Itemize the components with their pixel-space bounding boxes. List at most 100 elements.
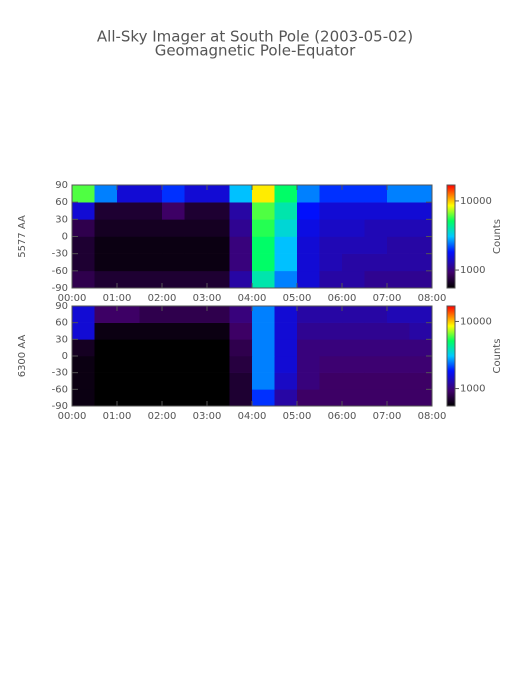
y-tick-label: -90	[52, 401, 68, 412]
heatmap-cell	[274, 253, 298, 272]
heatmap-cell	[72, 185, 95, 203]
heatmap-cell	[297, 236, 320, 254]
heatmap-cell	[364, 202, 388, 220]
heatmap-cell	[274, 270, 298, 289]
heatmap-cell	[184, 253, 208, 272]
heatmap-cell	[319, 236, 343, 254]
heatmap-cell	[387, 202, 410, 220]
heatmap-cell	[184, 306, 208, 323]
heatmap-cell	[409, 185, 433, 203]
heatmap-cell	[162, 322, 185, 340]
x-tick-label: 05:00	[283, 411, 312, 422]
heatmap-cell	[319, 356, 343, 373]
heatmap-cell	[207, 322, 230, 340]
heatmap-cell	[184, 339, 208, 357]
heatmap-cell	[297, 339, 320, 357]
heatmap-cell	[342, 236, 365, 254]
heatmap-cell	[94, 253, 118, 272]
heatmap-cell	[342, 219, 365, 237]
heatmap-cell	[117, 372, 140, 390]
heatmap-cell	[94, 306, 118, 323]
heatmap-cell	[72, 372, 95, 390]
heatmap-cell	[117, 322, 140, 340]
y-tick-label: 30	[55, 334, 68, 345]
y-axis-label: 5577 AA	[17, 215, 28, 258]
heatmap-cell	[387, 270, 410, 289]
heatmap-cell	[319, 372, 343, 390]
heatmap-cell	[252, 306, 275, 323]
heatmap-cell	[229, 202, 253, 220]
heatmap-cell	[364, 270, 388, 289]
x-tick-label: 05:00	[283, 293, 312, 304]
heatmap-cell	[342, 306, 365, 323]
heatmap-cell	[229, 236, 253, 254]
heatmap-cell	[409, 236, 433, 254]
colorbar-tick-label: 10000	[460, 196, 492, 207]
heatmap-cell	[117, 219, 140, 237]
heatmap-cell	[274, 322, 298, 340]
heatmap-cell	[409, 270, 433, 289]
heatmap-cell	[117, 339, 140, 357]
heatmap-cell	[72, 389, 95, 407]
x-tick-label: 01:00	[103, 411, 132, 422]
heatmap-cell	[364, 356, 388, 373]
colorbar-label: Counts	[492, 339, 503, 374]
y-tick-label: 90	[55, 301, 68, 312]
heatmap-cell	[162, 253, 185, 272]
heatmap-cell	[297, 322, 320, 340]
heatmap-cell	[342, 389, 365, 407]
heatmap-cell	[94, 185, 118, 203]
heatmap-cell	[252, 372, 275, 390]
heatmap-cell	[364, 306, 388, 323]
heatmap-cell	[162, 219, 185, 237]
heatmap-cell	[319, 185, 343, 203]
heatmap-cell	[207, 339, 230, 357]
heatmap-cell	[252, 322, 275, 340]
heatmap-cell	[72, 236, 95, 254]
heatmap-cell	[319, 322, 343, 340]
heatmap-cell	[409, 322, 433, 340]
heatmap-cell	[229, 389, 253, 407]
heatmap-cell	[139, 306, 163, 323]
heatmap-cell	[162, 389, 185, 407]
heatmap-cell	[297, 253, 320, 272]
heatmap-cell	[207, 372, 230, 390]
y-tick-label: -30	[52, 249, 68, 260]
x-tick-label: 03:00	[193, 293, 222, 304]
heatmap-cell	[207, 202, 230, 220]
heatmap-cell	[387, 389, 410, 407]
heatmap-cell	[342, 270, 365, 289]
heatmap-cell	[364, 389, 388, 407]
heatmap-cell	[229, 322, 253, 340]
x-tick-label: 04:00	[238, 293, 267, 304]
y-tick-label: 30	[55, 214, 68, 225]
heatmap-cell	[184, 372, 208, 390]
heatmap-cell	[409, 253, 433, 272]
heatmap-cell	[139, 356, 163, 373]
x-tick-label: 01:00	[103, 293, 132, 304]
heatmap-cell	[207, 356, 230, 373]
heatmap-cell	[409, 339, 433, 357]
heatmap-cell	[117, 236, 140, 254]
colorbar-tick-label: 1000	[460, 265, 485, 276]
heatmap-cell	[387, 372, 410, 390]
heatmap-cell	[94, 339, 118, 357]
heatmap-cell	[297, 202, 320, 220]
heatmap-cell	[319, 306, 343, 323]
heatmap-cell	[139, 185, 163, 203]
heatmap-cell	[117, 253, 140, 272]
chart-subtitle: Geomagnetic Pole-Equator	[155, 42, 356, 60]
heatmap-cell	[162, 372, 185, 390]
heatmap-cell	[72, 356, 95, 373]
x-tick-label: 02:00	[148, 411, 177, 422]
heatmap-cell	[72, 306, 95, 323]
heatmap-cell	[72, 253, 95, 272]
heatmap-cell	[342, 253, 365, 272]
heatmap-cell	[387, 236, 410, 254]
heatmap-cell	[409, 389, 433, 407]
heatmap-cell	[117, 270, 140, 289]
heatmap-cell	[207, 219, 230, 237]
heatmap-cell	[274, 339, 298, 357]
